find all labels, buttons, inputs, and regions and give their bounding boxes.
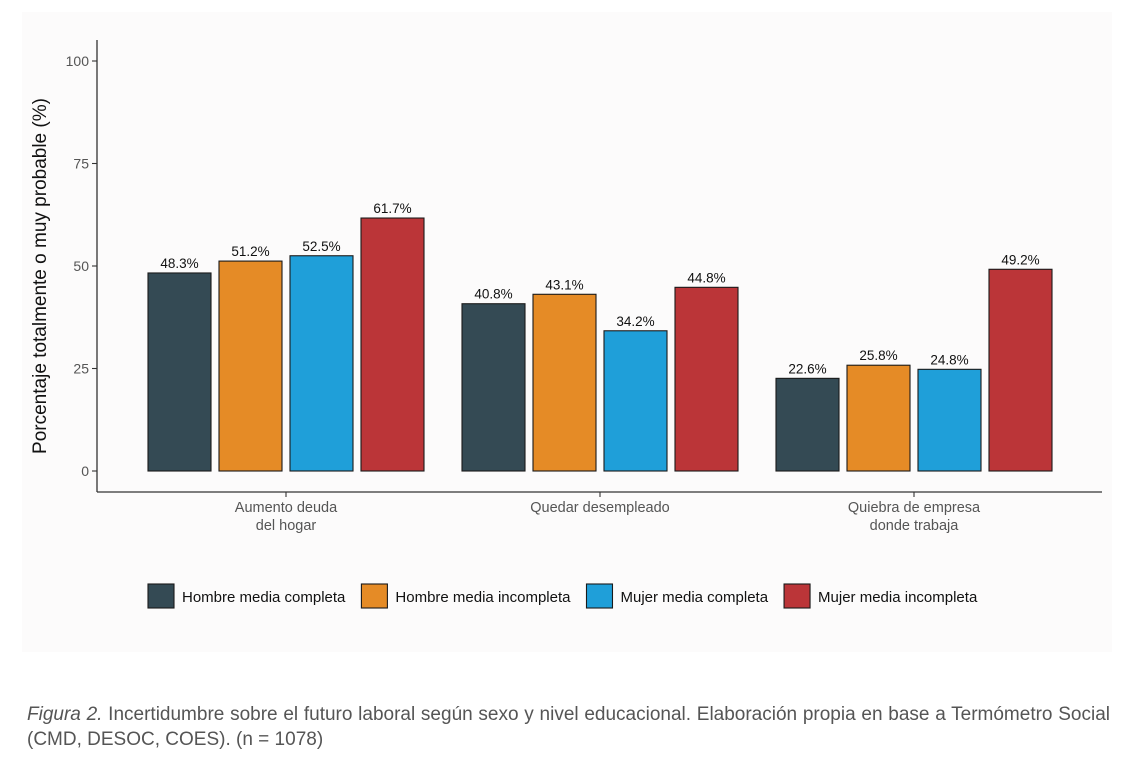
- bar: [218, 260, 283, 472]
- legend-label: Hombre media completa: [182, 589, 346, 606]
- legend-label: Mujer media completa: [620, 589, 768, 606]
- legend-swatch: [147, 583, 175, 609]
- y-tick-label: 100: [66, 53, 90, 69]
- x-tick-label: Quedar desempleado: [530, 500, 669, 516]
- x-tick-label: Quiebra de empresa: [848, 500, 981, 516]
- legend-label: Hombre media incompleta: [395, 589, 571, 606]
- bar-chart: 0 25 50 75 100 Porcentaje totalmente o muy pr…: [30, 40, 1102, 609]
- x-tick-label: Aumento deuda: [235, 500, 338, 516]
- y-axis-title: Porcentaje totalmente o muy probable (%): [30, 98, 51, 454]
- bar-value-label: 34.2%: [616, 314, 654, 329]
- bar: [603, 330, 668, 472]
- y-tick-label: 0: [81, 463, 89, 479]
- bar: [674, 286, 739, 472]
- bar-value-label: 51.2%: [231, 244, 269, 259]
- bar: [461, 303, 526, 472]
- bar-value-label: 25.8%: [859, 348, 897, 363]
- bar-value-label: 61.7%: [373, 201, 411, 216]
- bar: [147, 272, 212, 472]
- bar-value-label: 43.1%: [545, 277, 583, 292]
- figure-caption: Figura 2. Incertidumbre sobre el futuro …: [27, 702, 1110, 752]
- bar: [289, 255, 354, 472]
- legend-swatch: [783, 583, 811, 609]
- caption-text: Incertidumbre sobre el futuro laboral se…: [27, 704, 1110, 750]
- y-tick-label: 75: [73, 156, 89, 172]
- chart-panel: 0 25 50 75 100 Porcentaje totalmente o muy pr…: [22, 12, 1112, 652]
- bar-value-label: 24.8%: [930, 352, 968, 367]
- bar-value-label: 52.5%: [302, 239, 340, 254]
- x-tick-label: donde trabaja: [870, 518, 960, 534]
- legend-swatch: [585, 583, 614, 609]
- bar: [775, 377, 840, 472]
- y-tick-label: 25: [73, 361, 89, 377]
- caption-label: Figura 2.: [27, 704, 103, 725]
- legend-label: Mujer media incompleta: [818, 589, 978, 606]
- bar-value-label: 40.8%: [474, 287, 512, 302]
- legend-swatch: [360, 583, 388, 609]
- bar: [917, 368, 982, 472]
- bar: [846, 364, 911, 472]
- bar-value-label: 48.3%: [160, 256, 198, 271]
- bar-value-label: 22.6%: [788, 361, 826, 376]
- bar: [988, 268, 1053, 472]
- bar: [360, 217, 425, 472]
- x-tick-label: del hogar: [256, 518, 317, 534]
- y-tick-label: 50: [73, 258, 89, 274]
- bar-value-label: 44.8%: [687, 270, 725, 285]
- bar: [532, 293, 597, 472]
- bar-value-label: 49.2%: [1001, 252, 1039, 267]
